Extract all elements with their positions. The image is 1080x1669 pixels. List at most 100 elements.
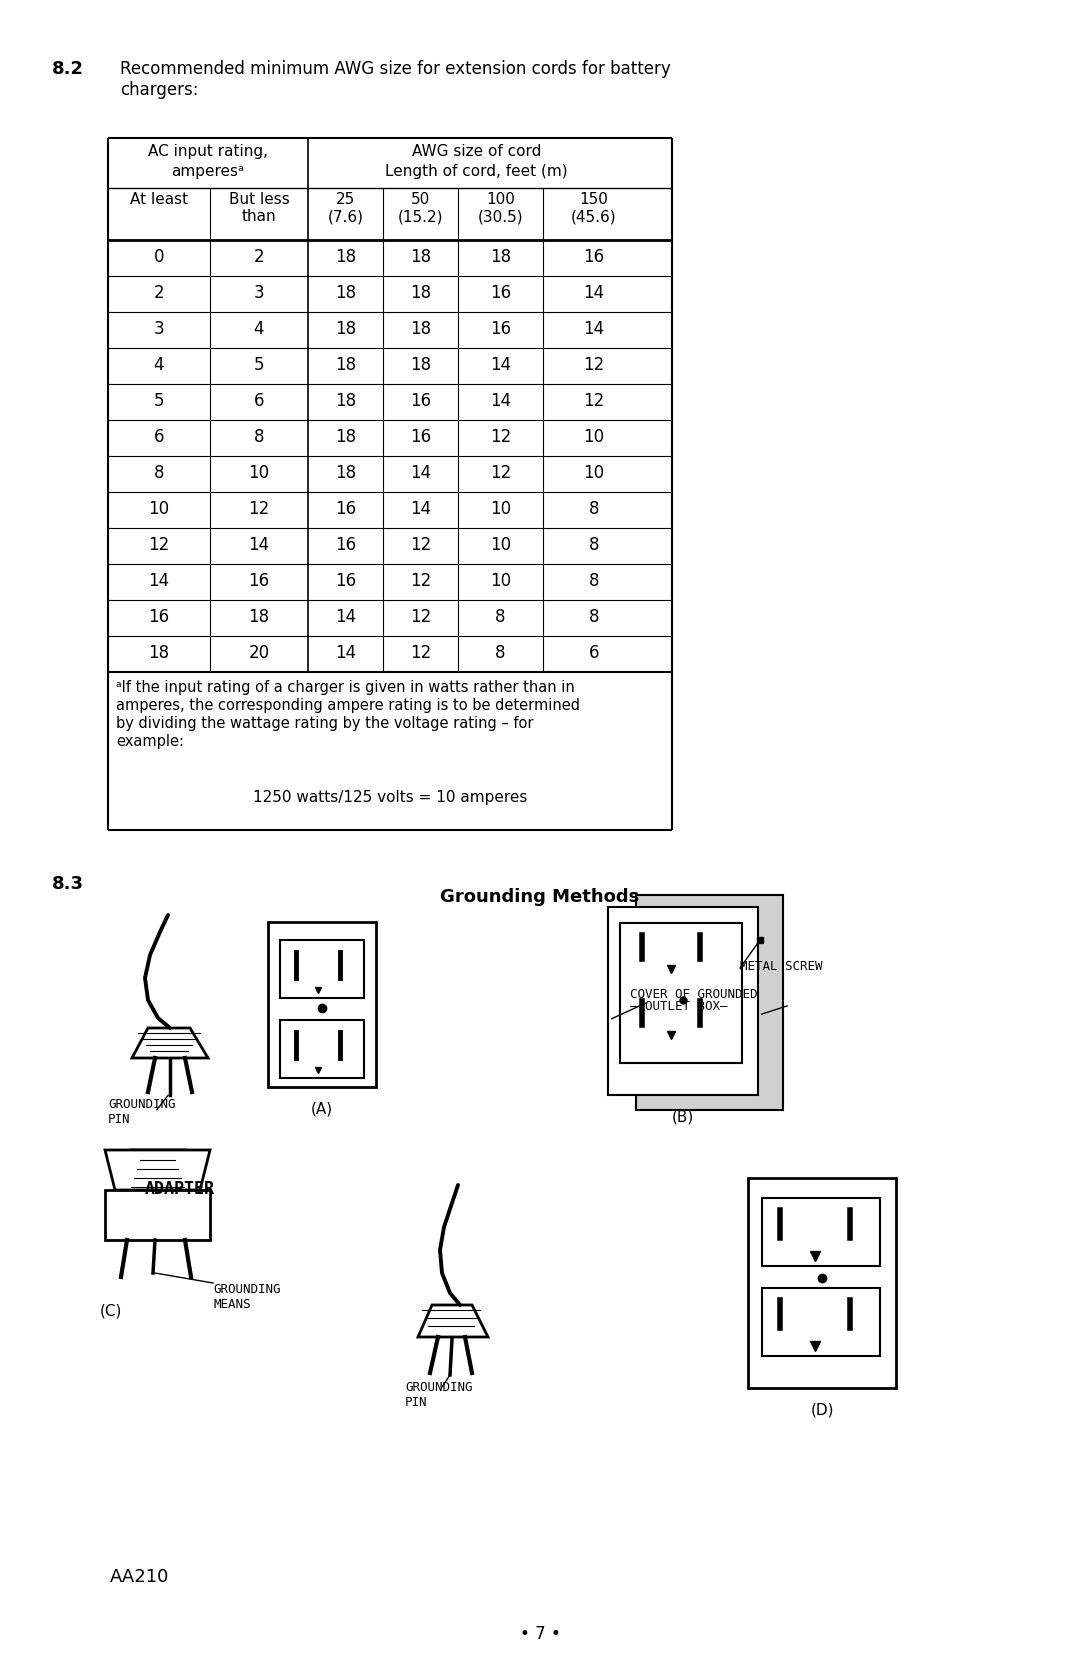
Text: 12: 12	[583, 392, 605, 411]
Bar	[268, 921, 376, 1087]
Text: 150
(45.6): 150 (45.6)	[571, 192, 617, 224]
Text: 8: 8	[496, 608, 505, 626]
Text: 16: 16	[335, 572, 356, 591]
Text: 10: 10	[248, 464, 270, 482]
Text: (D): (D)	[810, 1402, 834, 1417]
Text: 18: 18	[335, 355, 356, 374]
Text: 8.2: 8.2	[52, 60, 84, 78]
Polygon shape	[132, 1028, 208, 1058]
Text: 2: 2	[254, 249, 265, 265]
Text: 25
(7.6): 25 (7.6)	[327, 192, 364, 224]
Text: 18: 18	[410, 355, 431, 374]
Text: 18: 18	[248, 608, 270, 626]
Text: 4: 4	[153, 355, 164, 374]
Text: 12: 12	[248, 501, 270, 517]
Text: 16: 16	[148, 608, 170, 626]
Text: Length of cord, feet (m): Length of cord, feet (m)	[386, 164, 568, 179]
Polygon shape	[418, 1305, 488, 1337]
Text: GROUNDING
MEANS: GROUNDING MEANS	[213, 1283, 281, 1312]
Bar	[105, 1190, 210, 1240]
Text: AC input rating,: AC input rating,	[148, 144, 268, 159]
Text: 14: 14	[148, 572, 170, 591]
Text: Recommended minimum AWG size for extension cords for battery
chargers:: Recommended minimum AWG size for extensi…	[120, 60, 671, 98]
Text: example:: example:	[116, 734, 184, 749]
Text: amperes, the corresponding ampere rating is to be determined: amperes, the corresponding ampere rating…	[116, 698, 580, 713]
Text: 5: 5	[254, 355, 265, 374]
Text: 16: 16	[410, 427, 431, 446]
Bar	[748, 1178, 896, 1389]
Text: 18: 18	[335, 392, 356, 411]
Polygon shape	[636, 895, 783, 1110]
Text: GROUNDING
PIN: GROUNDING PIN	[405, 1380, 473, 1409]
Text: 14: 14	[410, 501, 431, 517]
Text: 8: 8	[496, 644, 505, 663]
Text: 18: 18	[335, 249, 356, 265]
Text: AA210: AA210	[110, 1567, 170, 1586]
Text: 8: 8	[589, 501, 599, 517]
Text: (B): (B)	[672, 1110, 694, 1125]
Text: 18: 18	[410, 249, 431, 265]
Bar	[280, 1020, 364, 1078]
Text: 10: 10	[490, 572, 511, 591]
Text: 12: 12	[410, 644, 431, 663]
Text: 10: 10	[148, 501, 170, 517]
Text: 14: 14	[335, 608, 356, 626]
Text: 14: 14	[583, 320, 605, 339]
Text: COVER OF GROUNDED: COVER OF GROUNDED	[630, 988, 757, 1001]
Text: 16: 16	[335, 536, 356, 554]
Text: 10: 10	[490, 501, 511, 517]
Text: 14: 14	[410, 464, 431, 482]
Text: 8: 8	[589, 536, 599, 554]
Text: GROUNDING
PIN: GROUNDING PIN	[108, 1098, 175, 1127]
Text: 100
(30.5): 100 (30.5)	[477, 192, 524, 224]
Text: METAL SCREW: METAL SCREW	[740, 960, 823, 973]
Text: Grounding Methods: Grounding Methods	[441, 888, 639, 906]
Text: At least: At least	[130, 192, 188, 207]
Text: ADAPTER: ADAPTER	[145, 1180, 215, 1198]
Text: 8: 8	[254, 427, 265, 446]
Polygon shape	[105, 1150, 210, 1190]
Text: 5: 5	[153, 392, 164, 411]
Text: 18: 18	[410, 320, 431, 339]
Polygon shape	[114, 1150, 200, 1190]
Text: amperesᵃ: amperesᵃ	[172, 164, 244, 179]
Text: 16: 16	[248, 572, 270, 591]
Text: 3: 3	[254, 284, 265, 302]
Text: 12: 12	[490, 427, 511, 446]
Text: 18: 18	[148, 644, 170, 663]
Bar	[280, 940, 364, 998]
Text: 12: 12	[583, 355, 605, 374]
Text: 3: 3	[153, 320, 164, 339]
Text: • 7 •: • 7 •	[519, 1626, 561, 1642]
Text: 10: 10	[490, 536, 511, 554]
Text: by dividing the wattage rating by the voltage rating – for: by dividing the wattage rating by the vo…	[116, 716, 534, 731]
Text: 50
(15.2): 50 (15.2)	[397, 192, 443, 224]
Text: 16: 16	[335, 501, 356, 517]
Text: 12: 12	[410, 608, 431, 626]
Text: (A): (A)	[311, 1102, 333, 1117]
Bar	[762, 1288, 880, 1355]
Text: 12: 12	[410, 572, 431, 591]
Text: 18: 18	[335, 464, 356, 482]
Text: 14: 14	[490, 355, 511, 374]
Text: 12: 12	[490, 464, 511, 482]
Text: 12: 12	[148, 536, 170, 554]
Text: 18: 18	[490, 249, 511, 265]
Text: 16: 16	[490, 284, 511, 302]
Text: 12: 12	[410, 536, 431, 554]
Text: (C): (C)	[100, 1303, 122, 1319]
Text: 10: 10	[583, 464, 605, 482]
Text: 6: 6	[589, 644, 599, 663]
Text: 18: 18	[335, 320, 356, 339]
Polygon shape	[608, 906, 758, 1095]
Text: 8: 8	[589, 608, 599, 626]
Text: 8: 8	[153, 464, 164, 482]
Text: ᵃIf the input rating of a charger is given in watts rather than in: ᵃIf the input rating of a charger is giv…	[116, 679, 575, 694]
Text: 18: 18	[410, 284, 431, 302]
Text: But less
than: But less than	[229, 192, 289, 224]
Text: 14: 14	[335, 644, 356, 663]
Text: 14: 14	[490, 392, 511, 411]
Text: 16: 16	[583, 249, 605, 265]
Text: 18: 18	[335, 284, 356, 302]
Text: 4: 4	[254, 320, 265, 339]
